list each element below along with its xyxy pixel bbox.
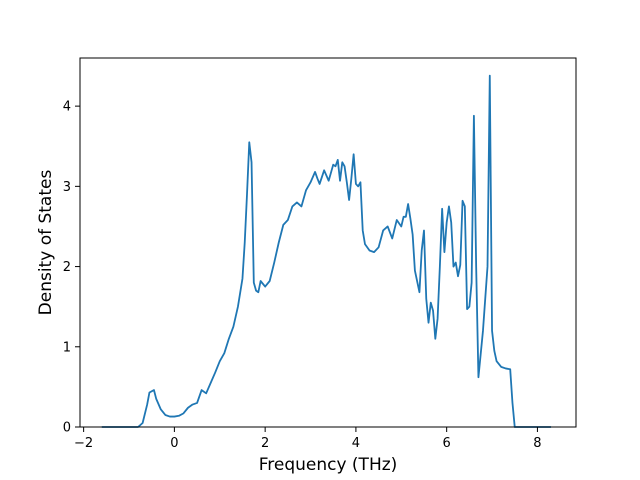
x-tick-label: 8 <box>533 436 541 451</box>
y-axis: 0 1 2 3 4 <box>63 100 80 436</box>
x-axis: −2 0 2 4 6 8 <box>74 427 542 451</box>
x-axis-title: Frequency (THz) <box>259 455 398 475</box>
y-tick-label: 4 <box>63 100 71 115</box>
y-axis-title: Density of States <box>36 170 56 316</box>
x-tick-label: −2 <box>74 436 93 451</box>
y-tick-label: 0 <box>63 421 71 436</box>
x-tick-label: 0 <box>170 436 178 451</box>
y-tick-label: 1 <box>63 340 71 355</box>
x-tick-label: 6 <box>443 436 451 451</box>
dos-series-line <box>101 74 552 428</box>
y-tick-label: 2 <box>63 260 71 275</box>
x-tick-label: 2 <box>261 436 269 451</box>
y-tick-label: 3 <box>63 180 71 195</box>
x-tick-label: 4 <box>352 436 360 451</box>
plot-frame <box>79 57 577 428</box>
